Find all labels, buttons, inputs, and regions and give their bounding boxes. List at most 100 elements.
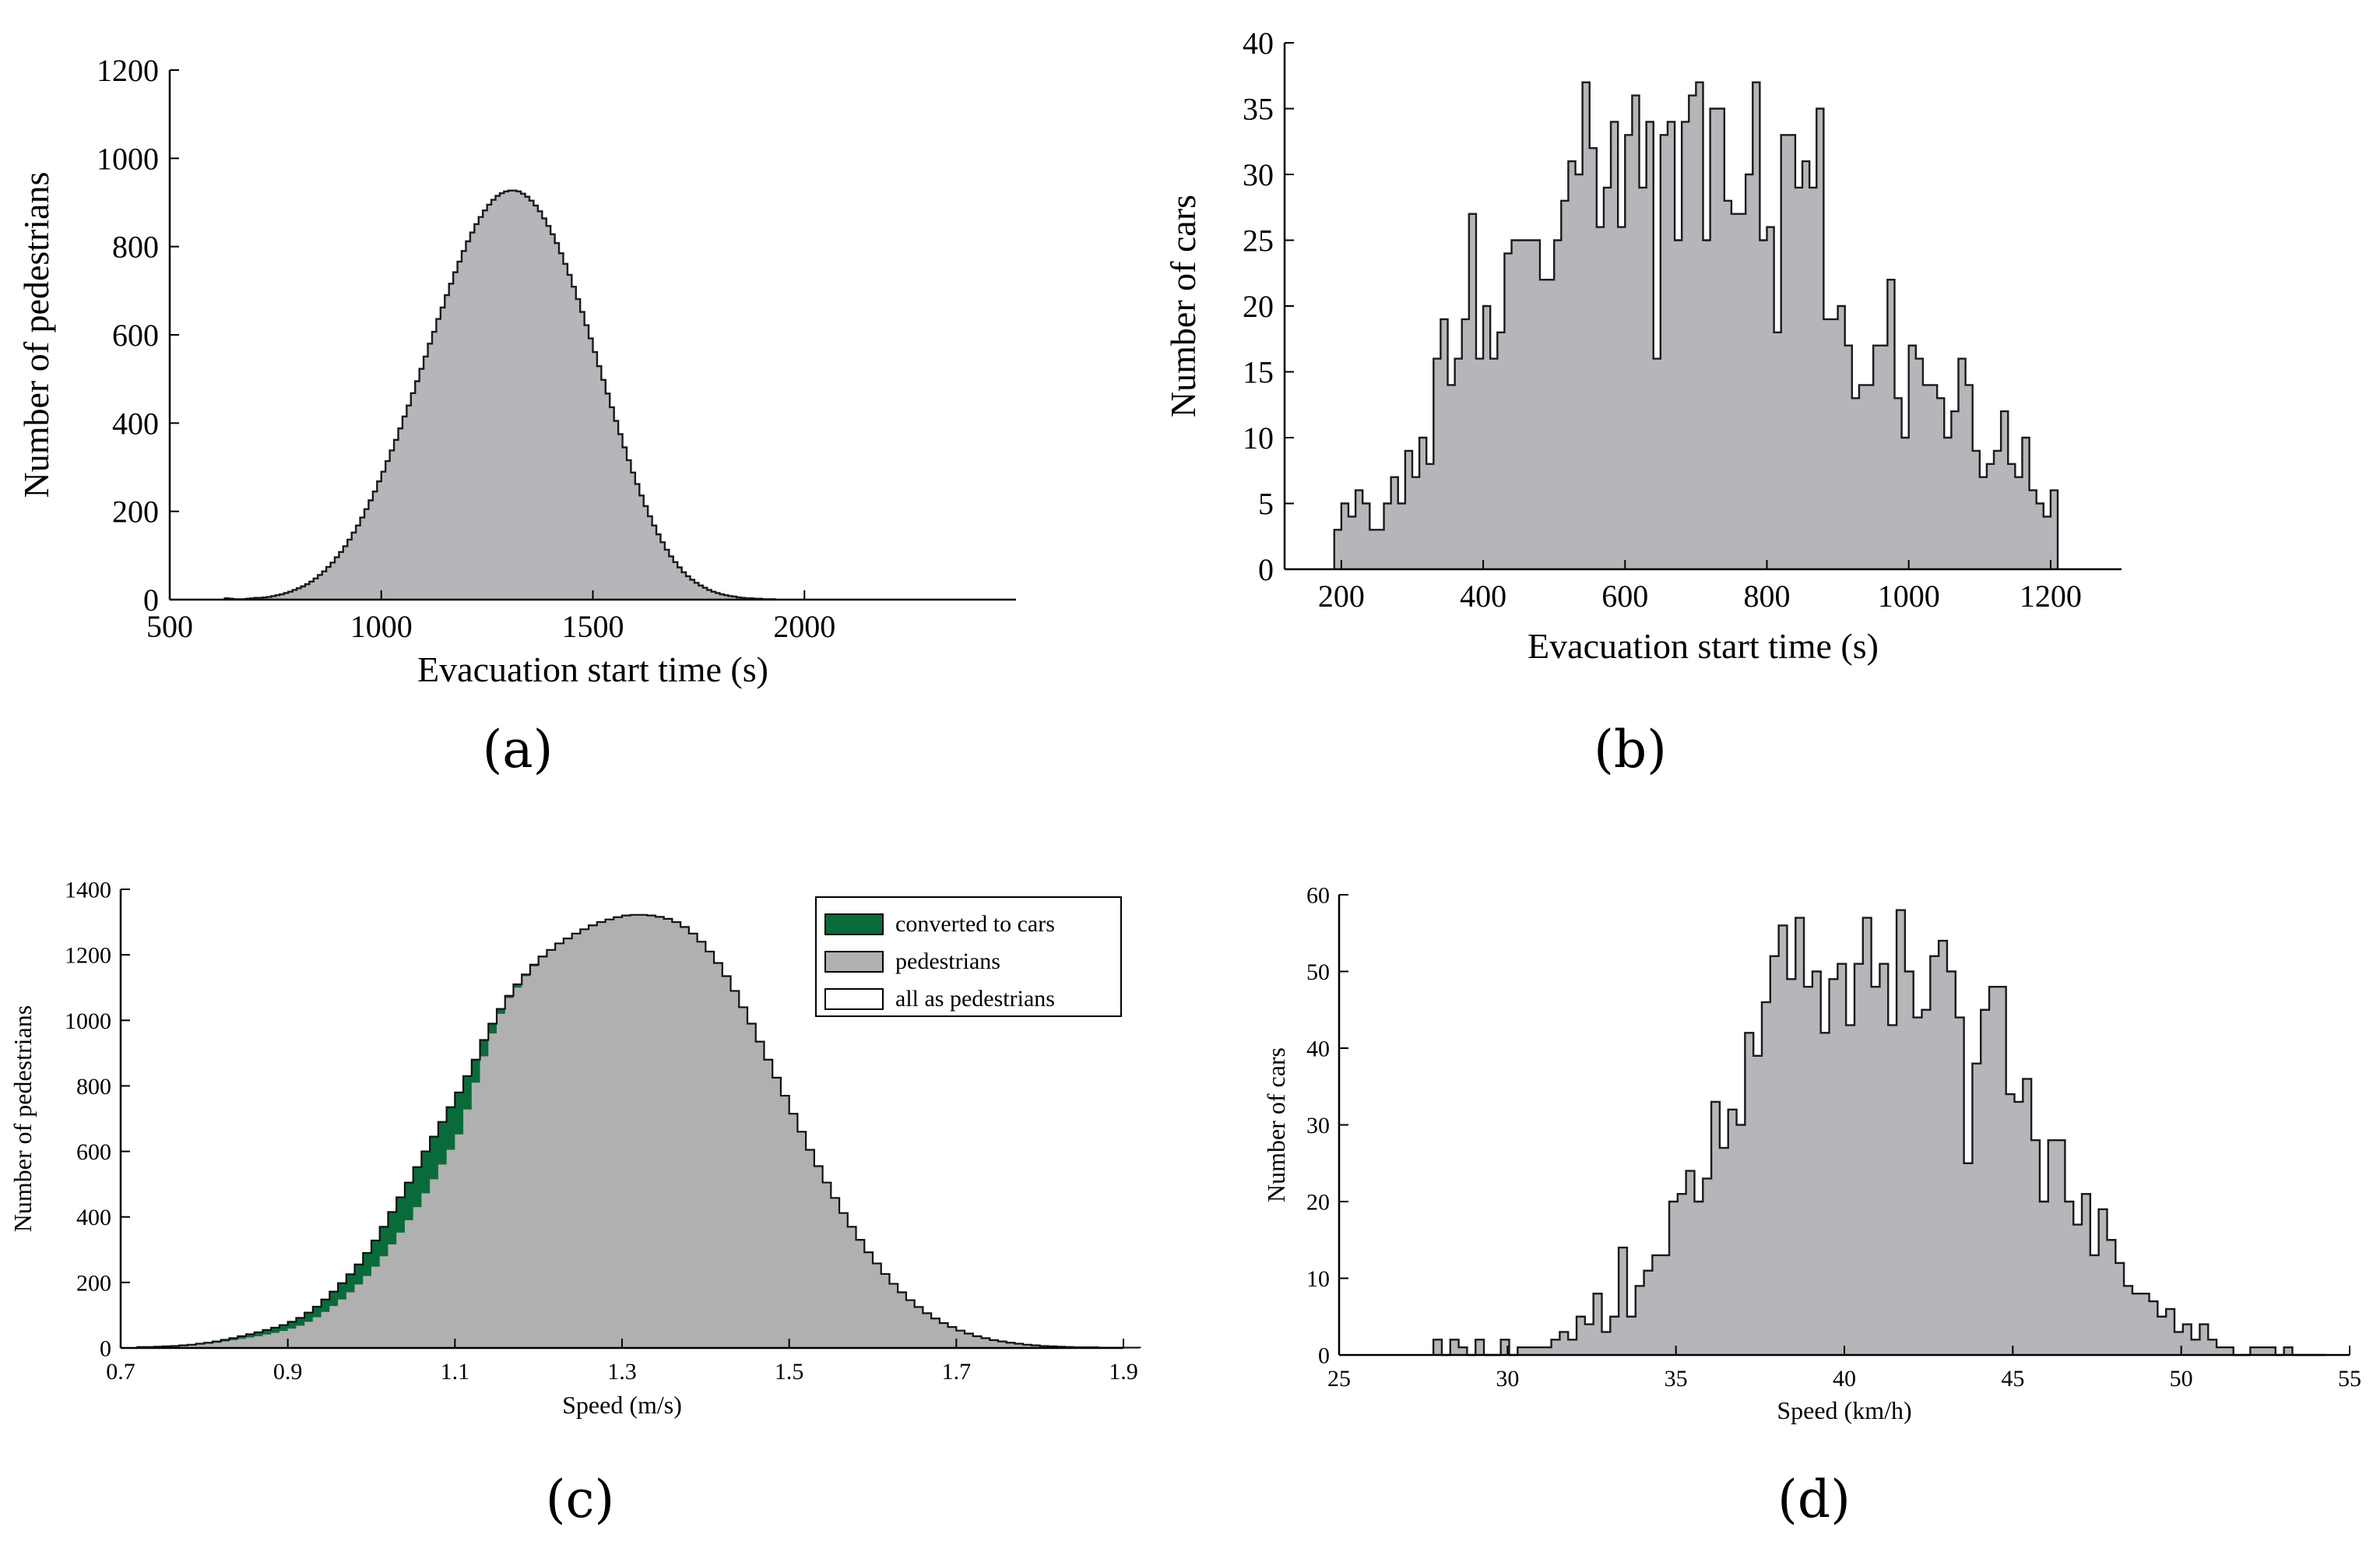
histogram-bar bbox=[309, 581, 315, 600]
histogram-bar bbox=[1376, 530, 1385, 569]
histogram-bar bbox=[304, 584, 310, 600]
histogram-bar bbox=[2008, 463, 2016, 569]
histogram-bar bbox=[1753, 1055, 1763, 1355]
histogram-bar bbox=[715, 593, 721, 600]
histogram-bar bbox=[1483, 306, 1491, 569]
histogram-bar bbox=[1972, 450, 1981, 569]
histogram-bar bbox=[440, 307, 445, 600]
y-tick-label: 5 bbox=[1258, 487, 1274, 522]
histogram-bar bbox=[474, 223, 480, 600]
histogram-bar bbox=[1652, 1255, 1661, 1355]
histogram-bar bbox=[1795, 187, 1803, 569]
histogram-bar bbox=[1404, 450, 1413, 569]
histogram-bar bbox=[589, 338, 594, 600]
histogram-bar bbox=[1694, 1202, 1703, 1355]
x-tick-label: 35 bbox=[1665, 1366, 1688, 1392]
histogram-bar bbox=[1686, 1170, 1696, 1355]
histogram-bar bbox=[698, 585, 704, 600]
histogram-bar bbox=[1823, 318, 1832, 569]
histogram-bar bbox=[288, 591, 294, 600]
histogram-bar bbox=[1525, 240, 1534, 569]
histogram-bar bbox=[1880, 345, 1888, 569]
x-tick-label: 200 bbox=[1318, 579, 1365, 614]
histogram-bar bbox=[512, 190, 518, 600]
histogram-bar bbox=[1639, 187, 1647, 569]
histogram-bar bbox=[1752, 82, 1760, 569]
histogram-bar bbox=[1930, 385, 1938, 569]
histogram-bar bbox=[478, 216, 483, 600]
histogram-bar bbox=[669, 556, 674, 600]
histogram-bar bbox=[1677, 1194, 1687, 1355]
histogram-bar bbox=[1894, 398, 1903, 569]
histogram-bar bbox=[1997, 987, 2007, 1355]
histogram-bar bbox=[1603, 187, 1612, 569]
histogram-bar bbox=[1426, 463, 1434, 569]
histogram-bar bbox=[445, 295, 450, 600]
histogram-bar bbox=[356, 525, 361, 600]
histogram-bar bbox=[2124, 1286, 2133, 1355]
panel-b-evacuation-cars: 0 5 10 15 20 25 30 35 40 200 400 600 800 1000 1200 Evac… bbox=[1163, 26, 2122, 666]
histogram-bar bbox=[368, 500, 374, 600]
histogram-bar bbox=[554, 243, 560, 600]
y-tick-label: 0 bbox=[1318, 1343, 1330, 1369]
y-tick-label: 1000 bbox=[65, 1008, 111, 1034]
histogram-bar bbox=[301, 586, 306, 600]
x-tick-label: 1200 bbox=[2020, 579, 2082, 614]
x-axis-title: Speed (m/s) bbox=[562, 1391, 682, 1419]
histogram-bar bbox=[1669, 1202, 1679, 1355]
histogram-bar bbox=[499, 193, 504, 600]
histogram-bar bbox=[1871, 987, 1881, 1355]
histogram-bar bbox=[702, 587, 708, 600]
histogram-bar bbox=[1854, 963, 1864, 1355]
x-tick-label: 800 bbox=[1743, 579, 1790, 614]
x-tick-label: 0.7 bbox=[106, 1359, 135, 1385]
y-tick-label: 10 bbox=[1306, 1266, 1330, 1292]
y-tick-label: 25 bbox=[1243, 223, 1274, 259]
histogram-bar bbox=[1559, 1332, 1569, 1355]
histogram-bar bbox=[1661, 1255, 1670, 1355]
histogram-bar bbox=[1904, 971, 1914, 1355]
histogram-bar bbox=[1994, 450, 2002, 569]
histogram-bar bbox=[605, 393, 610, 600]
histogram-bar bbox=[491, 199, 497, 600]
histogram-bar bbox=[635, 484, 640, 600]
histogram-bar bbox=[1433, 1339, 1443, 1355]
panel-label-b: (b) bbox=[1594, 720, 1667, 780]
histogram-bar bbox=[508, 190, 513, 600]
histogram-bar bbox=[559, 253, 564, 600]
y-tick-label: 30 bbox=[1243, 157, 1274, 192]
histogram-bar bbox=[1458, 1347, 1468, 1355]
histogram-outline bbox=[1333, 81, 2059, 569]
histogram-bar bbox=[2036, 503, 2044, 569]
histogram-bar bbox=[2039, 1202, 2049, 1355]
histogram-bar bbox=[1653, 358, 1661, 569]
histogram-bar bbox=[2132, 1293, 2142, 1355]
histogram-bar bbox=[1447, 385, 1456, 569]
histogram-bar bbox=[2283, 1347, 2294, 1355]
histogram-bar bbox=[495, 195, 501, 600]
histogram-bar bbox=[622, 447, 628, 600]
histogram-bar bbox=[1411, 477, 1420, 569]
histogram-bar bbox=[1383, 503, 1392, 569]
histogram-bar bbox=[1774, 332, 1782, 569]
histogram-bar bbox=[1632, 95, 1640, 570]
histogram-bar bbox=[1922, 385, 1931, 569]
histogram-bar bbox=[1851, 398, 1860, 569]
histogram-bar bbox=[563, 263, 568, 600]
histogram-bar bbox=[1355, 490, 1363, 569]
histogram-bar bbox=[686, 575, 691, 600]
x-tick-label: 400 bbox=[1460, 579, 1506, 614]
histogram-bar bbox=[673, 561, 678, 600]
y-tick-label: 50 bbox=[1306, 959, 1330, 985]
histogram-bar bbox=[2140, 1293, 2150, 1355]
histogram-bar bbox=[1879, 963, 1889, 1355]
histogram-bar bbox=[1812, 971, 1822, 1355]
histogram-bar bbox=[347, 539, 353, 600]
histogram-bar bbox=[1946, 971, 1956, 1355]
histogram-bar bbox=[1551, 1339, 1560, 1355]
histogram-bar bbox=[2267, 1347, 2276, 1355]
histogram-bar bbox=[267, 597, 272, 600]
histogram-bar bbox=[542, 218, 547, 600]
panel-d-speed-cars: 0 10 20 30 40 50 60 25 30 35 40 45 50 55 Speed (km/h) N… bbox=[1262, 883, 2361, 1425]
histogram-bar bbox=[469, 232, 475, 600]
